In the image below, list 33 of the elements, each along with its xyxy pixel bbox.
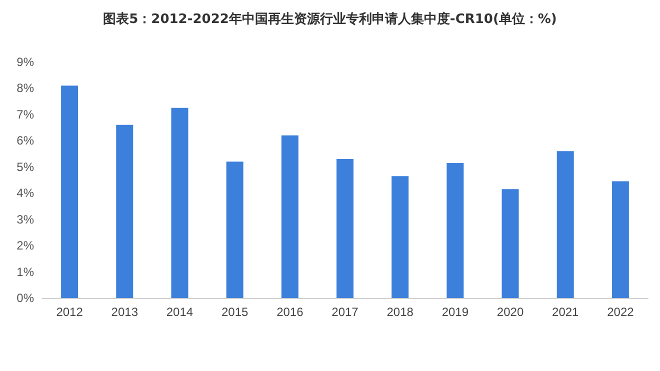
y-tick-label: 3% [16, 212, 34, 226]
x-tick-label: 2022 [607, 305, 634, 319]
bar [556, 151, 574, 298]
bar [612, 181, 629, 298]
y-tick-label: 8% [16, 81, 34, 96]
bar [116, 124, 134, 298]
bar [226, 162, 244, 298]
bar [171, 108, 188, 298]
bar [446, 162, 464, 298]
x-tick-label: 2013 [111, 305, 138, 319]
y-tick-label: 1% [16, 264, 34, 279]
x-tick-label: 2019 [442, 305, 469, 319]
bar [502, 189, 519, 298]
x-tick-label: 2014 [166, 305, 194, 319]
x-tick-label: 2017 [332, 305, 359, 319]
y-tick-label: 0% [16, 291, 34, 305]
x-tick-label: 2021 [552, 305, 580, 319]
chart-title: 图表5：2012-2022年中国再生资源行业专利申请人集中度-CR10(单位：%) [103, 11, 557, 27]
x-tick-label: 2012 [56, 305, 84, 319]
x-tick-label: 2018 [386, 305, 414, 319]
x-tick-label: 2020 [496, 305, 524, 319]
bar [61, 86, 78, 298]
bar [336, 159, 354, 298]
bar [281, 135, 298, 298]
y-tick-label: 4% [16, 186, 34, 200]
bar [392, 176, 409, 298]
y-tick-label: 6% [16, 134, 34, 148]
y-tick-label: 9% [16, 55, 34, 69]
x-tick-label: 2015 [221, 305, 248, 319]
y-tick-label: 2% [16, 238, 34, 253]
x-tick-label: 2016 [276, 305, 304, 319]
y-tick-label: 5% [16, 160, 34, 174]
y-tick-label: 7% [16, 107, 34, 122]
